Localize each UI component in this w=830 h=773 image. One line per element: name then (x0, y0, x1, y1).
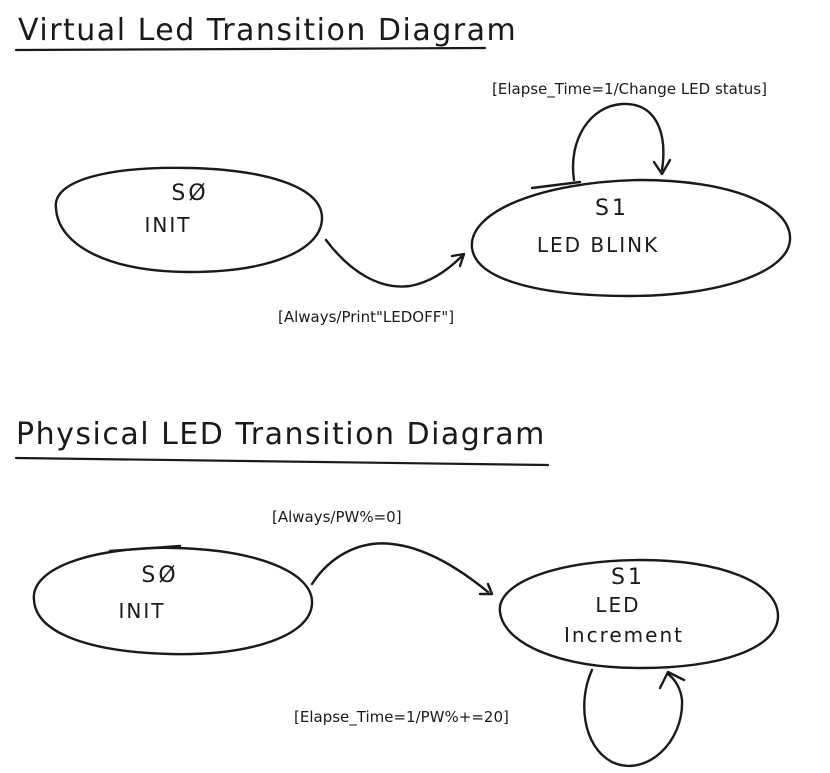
physical-state-s1-id: S1 (611, 565, 645, 590)
physical-state-s1: S1 LED Increment (498, 558, 780, 670)
physical-diagram: Physical LED Transition Diagram SØ INIT … (14, 417, 780, 768)
physical-diagram-title: Physical LED Transition Diagram (16, 417, 546, 452)
virtual-edge-s0-s1-label: [Always/Print"LEDOFF"] (278, 308, 454, 326)
physical-state-s0-name: INIT (119, 599, 166, 623)
physical-state-s0: SØ INIT (32, 544, 314, 656)
virtual-state-s1-overstroke (530, 180, 582, 190)
physical-state-s1-ellipse (498, 558, 780, 670)
virtual-title-underline (14, 46, 487, 52)
virtual-edge-s1-self-arrowhead (652, 158, 672, 176)
physical-edge-s1-self-arrowhead (658, 670, 686, 690)
physical-edge-s1-self-loop (583, 668, 684, 768)
virtual-edge-s0-s1: [Always/Print"LEDOFF"] (278, 238, 466, 326)
virtual-state-s0: SØ INIT (54, 166, 324, 274)
virtual-state-s0-ellipse (54, 166, 324, 274)
virtual-diagram: Virtual Led Transition Diagram SØ INIT S… (14, 13, 792, 326)
virtual-edge-s1-self: [Elapse_Time=1/Change LED status] (492, 80, 767, 182)
physical-state-s0-ellipse (32, 546, 314, 656)
virtual-diagram-title: Virtual Led Transition Diagram (18, 13, 517, 48)
virtual-edge-s0-s1-arrowhead (450, 252, 466, 268)
virtual-edge-s0-s1-arrow (324, 238, 464, 288)
physical-title-underline (14, 456, 550, 467)
virtual-edge-s1-self-loop (571, 102, 665, 182)
physical-edge-s1-self-label: [Elapse_Time=1/PW%+=20] (294, 708, 509, 727)
physical-state-s1-name-line2: Increment (564, 623, 684, 647)
physical-state-s0-overstroke (108, 544, 182, 553)
virtual-state-s1-id: S1 (595, 196, 629, 221)
physical-edge-s0-s1-arrow (310, 542, 490, 594)
physical-edge-s1-self: [Elapse_Time=1/PW%+=20] (294, 668, 686, 768)
virtual-edge-s1-self-label: [Elapse_Time=1/Change LED status] (492, 80, 767, 99)
virtual-state-s0-id: SØ (171, 181, 208, 206)
physical-edge-s0-s1-label: [Always/PW%=0] (272, 508, 402, 526)
physical-state-s0-id: SØ (141, 563, 178, 588)
physical-edge-s0-s1: [Always/PW%=0] (272, 508, 494, 596)
physical-edge-s0-s1-arrowhead (478, 582, 494, 596)
virtual-state-s1-ellipse (470, 178, 792, 298)
virtual-state-s1: S1 LED BLINK (470, 178, 792, 298)
physical-state-s1-name-line1: LED (595, 593, 640, 617)
virtual-state-s0-name: INIT (145, 213, 192, 237)
virtual-state-s1-name: LED BLINK (537, 233, 659, 257)
